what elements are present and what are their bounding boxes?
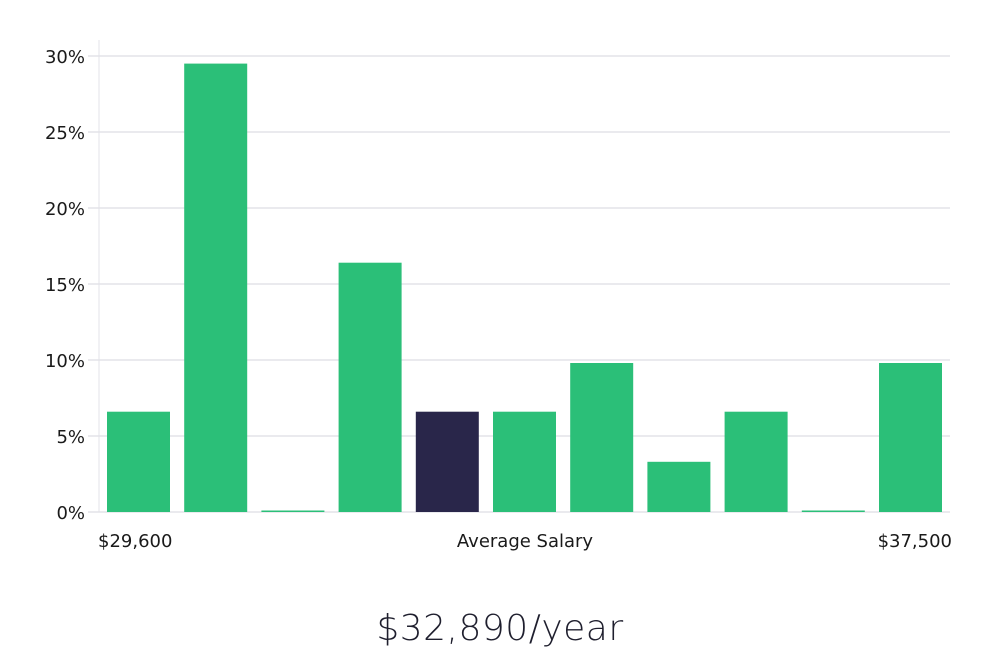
y-tick-label: 20%	[45, 199, 85, 220]
bar	[801, 510, 865, 512]
bar	[724, 411, 788, 512]
bar	[107, 411, 170, 512]
y-tick-label: 30%	[45, 47, 85, 68]
y-tick-label: 0%	[56, 503, 85, 524]
bar	[184, 63, 248, 512]
y-tick-label: 10%	[45, 351, 85, 372]
bar	[338, 262, 402, 512]
x-max-label: $37,500	[878, 531, 952, 552]
bar	[570, 363, 634, 512]
bars	[107, 63, 942, 512]
bar	[493, 411, 556, 512]
bar	[261, 510, 325, 512]
bar-highlighted	[415, 411, 479, 512]
x-min-label: $29,600	[98, 531, 172, 552]
salary-histogram: 0% 5% 10% 15% 20% 25% 30% $29,600 Average Sala…	[45, 40, 952, 552]
y-tick-label: 5%	[56, 427, 85, 448]
average-salary-headline: $32,890/year	[376, 608, 624, 649]
y-tick-labels: 0% 5% 10% 15% 20% 25% 30%	[45, 47, 85, 524]
bar	[647, 461, 711, 512]
x-axis-title: Average Salary	[457, 531, 594, 552]
y-tick-label: 15%	[45, 275, 85, 296]
bar	[879, 363, 942, 512]
y-tick-label: 25%	[45, 123, 85, 144]
